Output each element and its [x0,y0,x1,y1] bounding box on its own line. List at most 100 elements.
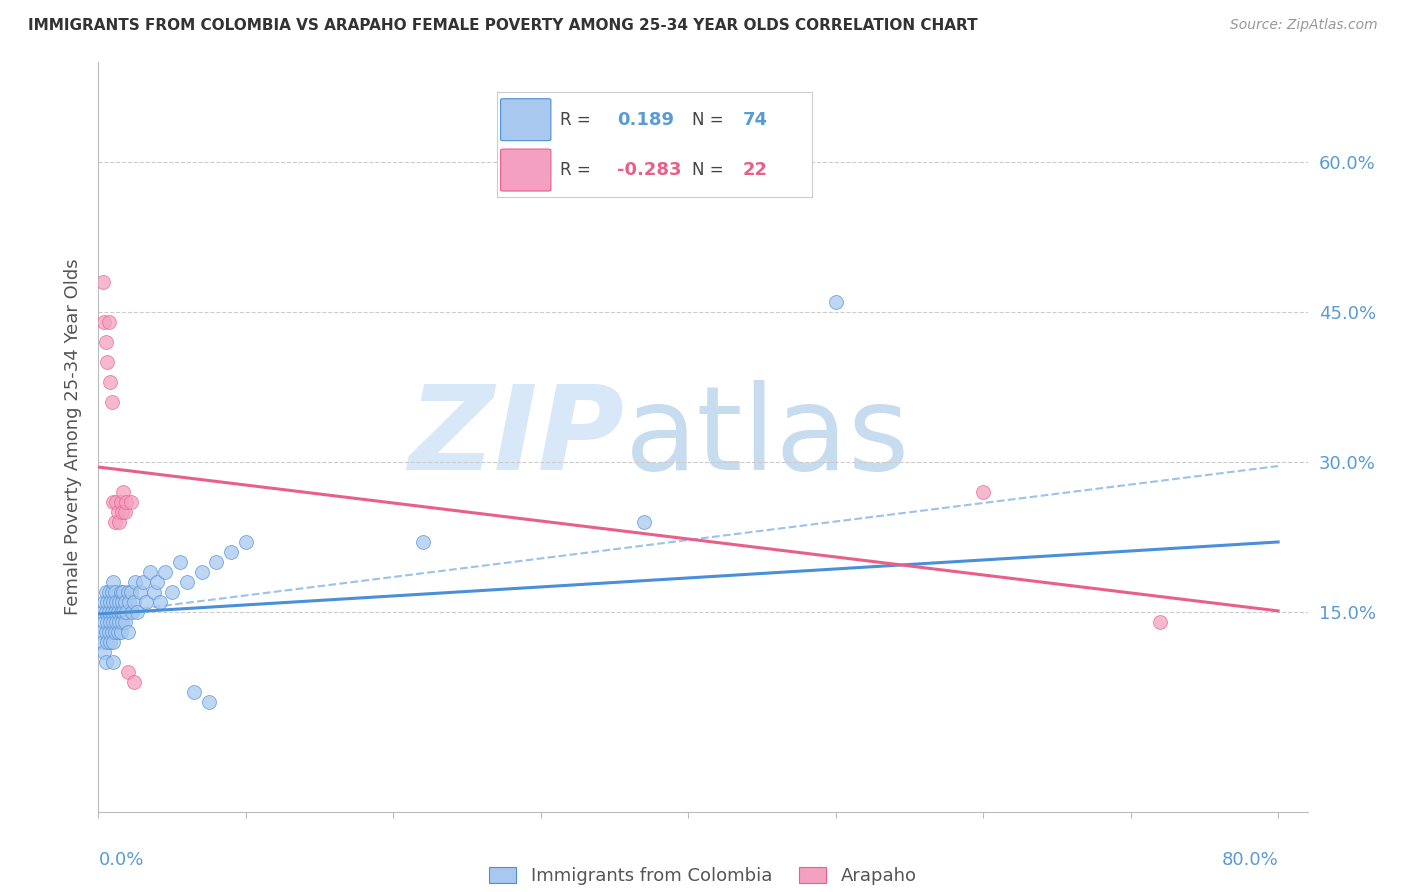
Point [122,674,145,689]
Point [94,624,117,639]
Point [91,605,114,619]
Point [149,595,172,609]
Point [205,555,228,569]
Text: IMMIGRANTS FROM COLOMBIA VS ARAPAHO FEMALE POVERTY AMONG 25-34 YEAR OLDS CORRELA: IMMIGRANTS FROM COLOMBIA VS ARAPAHO FEMA… [28,18,977,33]
Point [96,615,118,629]
Point [101,635,124,649]
Point [146,574,169,589]
Point [112,485,135,500]
Point [97,315,120,329]
Text: Source: ZipAtlas.com: Source: ZipAtlas.com [1230,18,1378,32]
Point [104,605,127,619]
Point [120,585,142,599]
Point [1149,615,1171,629]
Point [111,615,134,629]
Point [111,505,134,519]
Point [114,615,136,629]
Point [104,585,127,599]
Point [633,515,655,529]
Point [96,635,118,649]
Point [117,624,139,639]
Point [101,655,124,669]
Point [117,585,139,599]
Point [94,655,117,669]
Point [114,505,136,519]
Point [97,605,120,619]
Point [97,624,120,639]
Point [105,595,128,609]
Point [110,495,132,509]
Point [135,595,157,609]
Point [118,595,141,609]
Point [412,535,434,549]
Text: atlas: atlas [624,380,910,494]
Point [108,615,131,629]
Point [107,505,129,519]
Point [100,585,122,599]
Point [101,595,124,609]
Point [107,624,129,639]
Point [115,495,138,509]
Point [122,595,145,609]
Point [101,574,124,589]
Point [93,645,115,659]
Point [131,574,153,589]
Point [139,565,162,579]
Point [110,605,132,619]
Point [97,585,120,599]
Point [101,495,124,509]
Point [128,585,150,599]
Point [183,685,205,699]
Point [100,605,122,619]
Point [105,495,128,509]
Point [112,605,135,619]
Point [98,635,121,649]
Point [104,515,127,529]
Point [94,585,117,599]
Point [91,275,114,289]
Point [176,574,198,589]
Point [93,615,115,629]
Point [143,585,166,599]
Point [972,485,994,500]
Point [108,595,131,609]
Point [121,605,143,619]
Point [169,555,191,569]
Point [153,565,176,579]
Point [198,695,221,709]
Text: 80.0%: 80.0% [1222,851,1278,869]
Point [93,315,115,329]
Point [101,615,124,629]
Point [100,624,122,639]
Point [98,595,121,609]
Point [96,595,118,609]
Point [117,665,139,679]
Point [98,615,121,629]
Point [824,295,846,310]
Point [115,605,138,619]
Text: 0.0%: 0.0% [98,851,143,869]
Point [94,335,117,350]
Legend: Immigrants from Colombia, Arapaho: Immigrants from Colombia, Arapaho [482,860,924,892]
Point [94,605,117,619]
Point [110,585,132,599]
Point [235,535,257,549]
Point [219,545,242,559]
Point [105,615,128,629]
Point [104,624,127,639]
Point [124,574,146,589]
Point [110,624,132,639]
Point [90,624,112,639]
Point [112,585,135,599]
Point [93,595,115,609]
Point [114,595,136,609]
Point [107,605,129,619]
Text: ZIP: ZIP [408,380,624,494]
Point [190,565,212,579]
Point [111,595,134,609]
Point [125,605,148,619]
Point [108,515,131,529]
Y-axis label: Female Poverty Among 25-34 Year Olds: Female Poverty Among 25-34 Year Olds [63,259,82,615]
Point [120,495,142,509]
Point [160,585,183,599]
